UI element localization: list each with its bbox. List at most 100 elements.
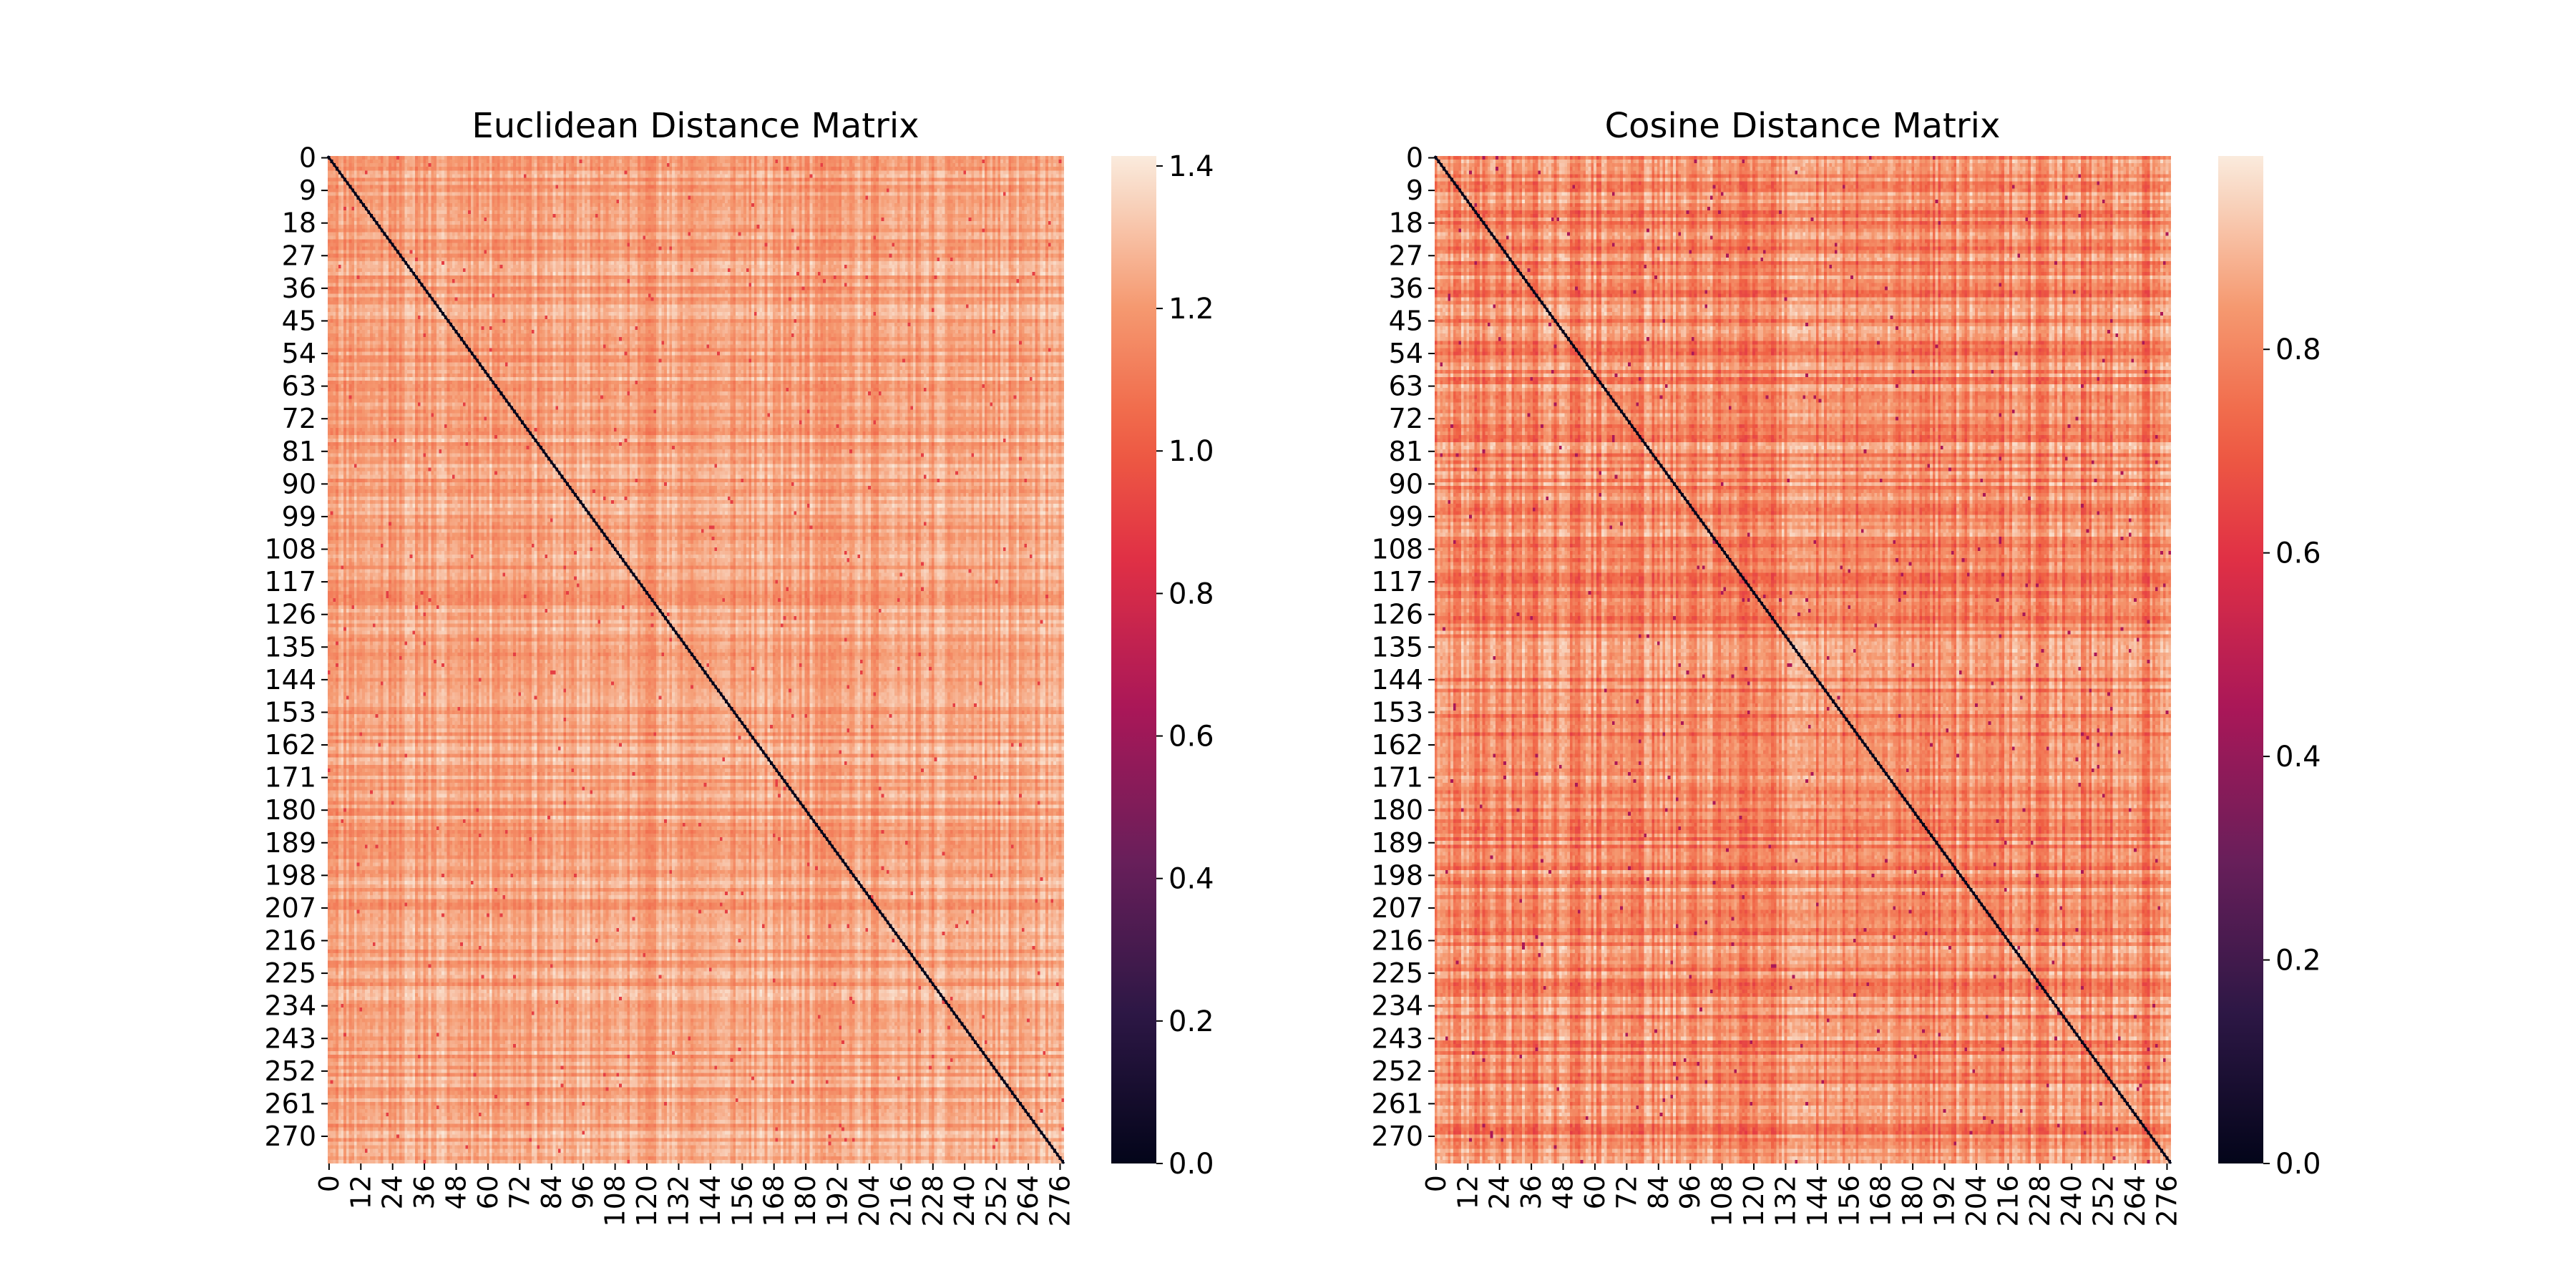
y-tick-label: 18: [1389, 208, 1423, 239]
x-tick-label: 228: [2024, 1175, 2056, 1227]
y-tick-label: 108: [1371, 534, 1423, 565]
x-tick-label: 72: [504, 1175, 535, 1209]
y-tick-label: 54: [282, 338, 316, 369]
y-tick-label: 81: [282, 436, 316, 467]
x-tick-label: 192: [822, 1175, 854, 1227]
x-tick-label: 36: [409, 1175, 440, 1209]
y-tick-label: 72: [282, 403, 316, 434]
x-tick-label: 264: [1013, 1175, 1044, 1227]
x-tick-label: 276: [2151, 1175, 2182, 1227]
y-tick-label: 126: [1371, 599, 1423, 630]
y-tick-label: 261: [264, 1088, 316, 1119]
x-tick-label: 144: [695, 1175, 726, 1227]
y-tick-label: 18: [282, 208, 316, 239]
colorbar-tick-label: 0.0: [2275, 1148, 2321, 1181]
colorbar-tick-label: 0.8: [2275, 333, 2321, 366]
y-tick-label: 207: [264, 892, 316, 924]
y-tick-label: 45: [282, 305, 316, 336]
y-tick-label: 243: [264, 1023, 316, 1054]
y-tick-label: 99: [1389, 501, 1423, 532]
x-tick-label: 84: [1643, 1175, 1674, 1209]
colorbar-tick-label: 0.4: [1169, 863, 1214, 896]
x-tick-label: 120: [1738, 1175, 1770, 1227]
x-tick-label: 60: [472, 1175, 504, 1209]
y-tick-label: 144: [264, 664, 316, 696]
y-tick-label: 252: [1371, 1055, 1423, 1087]
y-tick-label: 117: [264, 566, 316, 597]
y-tick-label: 153: [264, 696, 316, 728]
y-tick-label: 90: [282, 468, 316, 499]
x-tick-label: 84: [536, 1175, 567, 1209]
y-tick-label: 108: [264, 534, 316, 565]
y-tick-label: 126: [264, 599, 316, 630]
diagonal-zero-line: [1433, 155, 2172, 1164]
y-tick-label: 90: [1389, 468, 1423, 499]
colorbar-tick-label: 0.2: [2275, 945, 2321, 977]
x-tick-label: 228: [917, 1175, 949, 1227]
x-tick-label: 168: [758, 1175, 790, 1227]
y-tick-label: 9: [1406, 175, 1423, 206]
y-tick-label: 162: [1371, 729, 1423, 761]
x-tick-label: 12: [1452, 1175, 1483, 1209]
x-tick-label: 240: [949, 1175, 980, 1227]
y-tick-label: 153: [1371, 696, 1423, 728]
x-tick-label: 60: [1579, 1175, 1611, 1209]
x-tick-label: 0: [1420, 1175, 1452, 1192]
y-tick-label: 9: [299, 175, 316, 206]
y-tick-label: 189: [264, 827, 316, 859]
y-tick-label: 81: [1389, 436, 1423, 467]
y-tick-label: 27: [282, 240, 316, 271]
x-tick-label: 180: [1897, 1175, 1928, 1227]
y-tick-label: 198: [1371, 859, 1423, 891]
y-tick-label: 234: [264, 990, 316, 1022]
x-tick-label: 168: [1865, 1175, 1897, 1227]
y-tick-label: 234: [1371, 990, 1423, 1022]
colorbar-tick-label: 1.4: [1169, 150, 1214, 183]
y-tick-label: 198: [264, 859, 316, 891]
x-tick-label: 24: [1484, 1175, 1516, 1209]
x-tick-label: 276: [1044, 1175, 1075, 1227]
colorbar: [2218, 156, 2263, 1163]
y-tick-label: 216: [264, 925, 316, 957]
x-tick-label: 156: [726, 1175, 758, 1227]
x-tick-label: 216: [1992, 1175, 2024, 1227]
y-tick-label: 36: [1389, 273, 1423, 304]
colorbar-tick-label: 0.8: [1169, 577, 1214, 610]
euclidean-heatmap-panel: Euclidean Distance Matrix091827364554637…: [264, 106, 1214, 1227]
y-tick-label: 243: [1371, 1023, 1423, 1054]
y-tick-label: 63: [282, 371, 316, 402]
y-tick-label: 54: [1389, 338, 1423, 369]
x-tick-label: 24: [377, 1175, 409, 1209]
y-tick-label: 252: [264, 1055, 316, 1087]
x-tick-label: 192: [1929, 1175, 1961, 1227]
y-tick-label: 135: [264, 631, 316, 663]
colorbar-tick-label: 1.2: [1169, 293, 1214, 326]
y-tick-label: 180: [264, 794, 316, 826]
x-tick-label: 156: [1833, 1175, 1865, 1227]
x-tick-label: 120: [631, 1175, 663, 1227]
cosine-heatmap-panel: Cosine Distance Matrix091827364554637281…: [1371, 106, 2321, 1227]
y-tick-label: 99: [282, 501, 316, 532]
y-tick-label: 0: [1406, 142, 1423, 174]
x-tick-label: 96: [1674, 1175, 1706, 1209]
x-tick-label: 216: [885, 1175, 917, 1227]
y-tick-label: 72: [1389, 403, 1423, 434]
y-tick-label: 180: [1371, 794, 1423, 826]
y-tick-label: 135: [1371, 631, 1423, 663]
y-tick-label: 270: [1371, 1121, 1423, 1152]
y-tick-label: 216: [1371, 925, 1423, 957]
colorbar-tick-label: 0.4: [2275, 741, 2321, 774]
colorbar-tick-label: 0.6: [2275, 537, 2321, 570]
x-tick-label: 12: [345, 1175, 376, 1209]
x-tick-label: 48: [1548, 1175, 1579, 1209]
y-tick-label: 261: [1371, 1088, 1423, 1119]
colorbar-tick-label: 0.0: [1169, 1148, 1214, 1181]
colorbar: [1111, 156, 1156, 1163]
x-tick-label: 108: [1707, 1175, 1738, 1227]
y-tick-label: 63: [1389, 371, 1423, 402]
y-tick-label: 171: [264, 762, 316, 794]
y-tick-label: 171: [1371, 762, 1423, 794]
y-tick-label: 270: [264, 1121, 316, 1152]
chart-title: Cosine Distance Matrix: [1605, 106, 2001, 146]
